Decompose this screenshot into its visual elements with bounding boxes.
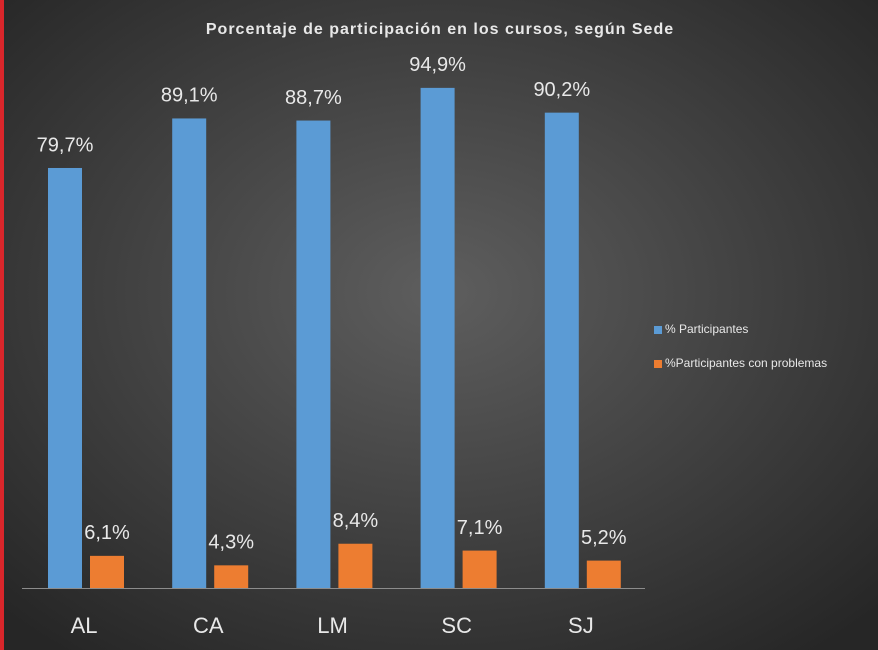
data-label: 94,9% [409,54,466,76]
data-label: 5,2% [581,527,627,549]
x-tick-label: AL [71,613,98,638]
x-tick-label: LM [317,613,348,638]
left-border [0,0,4,650]
data-label: 7,1% [457,517,503,539]
chart-title: Porcentaje de participación en los curso… [206,21,674,38]
bar [462,550,497,588]
bar [586,560,621,588]
legend-swatch [654,326,662,334]
bar [214,565,249,588]
x-tick-label: SC [441,613,472,638]
bar [90,555,124,588]
bar [544,112,579,589]
x-tick-label: CA [193,613,224,638]
bar [172,118,207,589]
data-label: 4,3% [208,532,254,554]
bar [48,167,82,588]
data-label: 89,1% [161,85,218,107]
x-tick-label: SJ [568,613,594,638]
data-label: 6,1% [84,522,130,544]
data-label: 90,2% [533,79,590,101]
legend-label: % Participantes [665,322,748,336]
legend-label: %Participantes con problemas [665,356,827,370]
bar [296,120,331,589]
bar [338,543,373,588]
data-label: 8,4% [333,510,379,532]
bar [420,87,455,588]
data-label: 79,7% [37,134,94,156]
data-label: 88,7% [285,87,342,109]
legend-swatch [654,360,662,368]
